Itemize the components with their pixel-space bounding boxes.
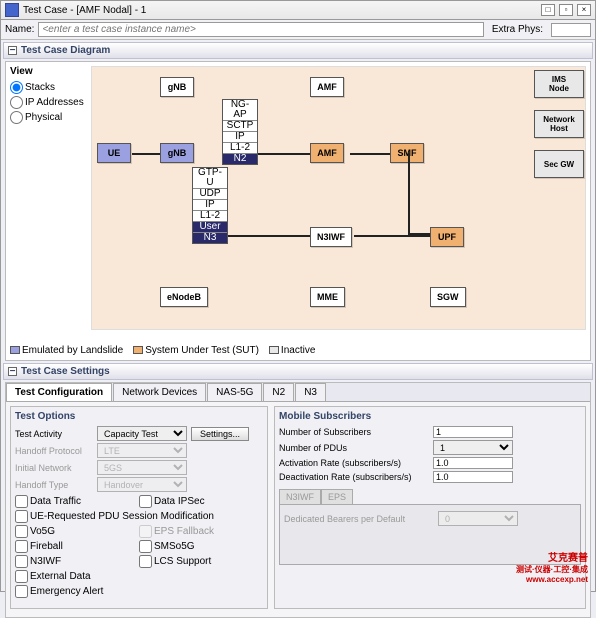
- diagram-title: Test Case Diagram: [21, 45, 110, 56]
- node-secgw[interactable]: Sec GW: [534, 150, 584, 178]
- settings-title: Test Case Settings: [21, 366, 110, 377]
- legend: Emulated by Landslide System Under Test …: [10, 345, 315, 356]
- extraphys-label: Extra Phys:: [488, 23, 547, 36]
- node-upf[interactable]: UPF: [430, 227, 464, 247]
- diagram-canvas: gNB AMF UE gNB AMF SMF NG-APSCTPIPL1-2N2…: [91, 66, 586, 330]
- right-rail: IMS Node Network Host Sec GW: [534, 70, 584, 178]
- dedbearers-select: 0: [438, 511, 518, 526]
- tab-network-devices[interactable]: Network Devices: [113, 383, 206, 401]
- checkbox-grid: Data Traffic Data IPSec UE-Requested PDU…: [15, 494, 263, 599]
- view-opt-physical[interactable]: Physical: [10, 111, 90, 124]
- view-opt-stacks[interactable]: Stacks: [10, 81, 90, 94]
- settings-body: Test Options Test Activity Capacity Test…: [6, 402, 590, 613]
- ck-fireball[interactable]: Fireball: [15, 540, 139, 553]
- init-net-select: 5GS: [97, 460, 187, 475]
- window-close-button[interactable]: ×: [577, 4, 591, 16]
- ck-datatraffic[interactable]: Data Traffic: [15, 495, 139, 508]
- node-ims[interactable]: IMS Node: [534, 70, 584, 98]
- dedbearers-label: Dedicated Bearers per Default: [284, 514, 434, 524]
- deactrate-input[interactable]: [433, 471, 513, 483]
- window-title: Test Case - [AMF Nodal] - 1: [23, 5, 146, 16]
- tab-nas5g[interactable]: NAS-5G: [207, 383, 262, 401]
- numsub-label: Number of Subscribers: [279, 427, 429, 437]
- app-icon: [5, 3, 19, 17]
- settings-button[interactable]: Settings...: [191, 427, 249, 441]
- node-mme[interactable]: MME: [310, 287, 345, 307]
- handoff-type-label: Handoff Type: [15, 480, 93, 490]
- ck-uereq[interactable]: UE-Requested PDU Session Modification: [15, 510, 263, 523]
- line: [408, 153, 410, 233]
- numsub-input[interactable]: [433, 426, 513, 438]
- tab-n3[interactable]: N3: [295, 383, 326, 401]
- actrate-input[interactable]: [433, 457, 513, 469]
- subtab-eps: EPS: [321, 489, 353, 504]
- ck-n3iwf[interactable]: N3IWF: [15, 555, 139, 568]
- node-amf-top[interactable]: AMF: [310, 77, 344, 97]
- mobile-subscribers-panel: Mobile Subscribers Number of Subscribers…: [274, 406, 586, 609]
- name-bar: Name: Extra Phys:: [1, 20, 595, 40]
- diagram-area: View Stacks IP Addresses Physical gNB AM…: [5, 61, 591, 361]
- node-ue[interactable]: UE: [97, 143, 131, 163]
- settings-header: − Test Case Settings: [3, 363, 593, 380]
- init-net-label: Initial Network: [15, 463, 93, 473]
- stack-n3: GTP-UUDPIPL1-2UserN3: [192, 167, 228, 244]
- actrate-label: Activation Rate (subscribers/s): [279, 458, 429, 468]
- ck-dataipsec[interactable]: Data IPSec: [139, 495, 263, 508]
- collapse-settings-icon[interactable]: −: [8, 367, 17, 376]
- tab-n2[interactable]: N2: [263, 383, 294, 401]
- ck-vo5g[interactable]: Vo5G: [15, 525, 139, 538]
- line: [350, 153, 390, 155]
- node-nethost[interactable]: Network Host: [534, 110, 584, 138]
- name-label: Name:: [5, 24, 34, 35]
- node-gnb[interactable]: gNB: [160, 143, 194, 163]
- node-smf[interactable]: SMF: [390, 143, 424, 163]
- line: [228, 235, 310, 237]
- mobile-hdr: Mobile Subscribers: [279, 411, 581, 422]
- ck-epsfallback: EPS Fallback: [139, 525, 263, 538]
- titlebar: Test Case - [AMF Nodal] - 1 □ ▫ ×: [1, 1, 595, 20]
- activity-select[interactable]: Capacity Test: [97, 426, 187, 441]
- stack-n2: NG-APSCTPIPL1-2N2: [222, 99, 258, 165]
- settings-area: Test Configuration Network Devices NAS-5…: [5, 382, 591, 618]
- window-max-button[interactable]: ▫: [559, 4, 573, 16]
- view-panel: View Stacks IP Addresses Physical: [10, 66, 90, 126]
- ck-lcs[interactable]: LCS Support: [139, 555, 263, 568]
- subtab-n3iwf: N3IWF: [279, 489, 321, 504]
- name-input[interactable]: [38, 22, 483, 37]
- window-min-button[interactable]: □: [541, 4, 555, 16]
- tab-test-config[interactable]: Test Configuration: [6, 383, 112, 401]
- view-title: View: [10, 66, 90, 77]
- line: [354, 235, 430, 237]
- line: [258, 153, 310, 155]
- deactrate-label: Deactivation Rate (subscribers/s): [279, 472, 429, 482]
- numpdu-label: Number of PDUs: [279, 443, 429, 453]
- ck-extdata[interactable]: External Data: [15, 570, 263, 583]
- ck-smso5g[interactable]: SMSo5G: [139, 540, 263, 553]
- mobile-subpanel: Dedicated Bearers per Default 0: [279, 505, 581, 565]
- mobile-subtabs: N3IWF EPS: [279, 489, 581, 505]
- line: [132, 153, 160, 155]
- node-amf[interactable]: AMF: [310, 143, 344, 163]
- diagram-header: − Test Case Diagram: [3, 42, 593, 59]
- view-opt-ipaddr[interactable]: IP Addresses: [10, 96, 90, 109]
- settings-tabs: Test Configuration Network Devices NAS-5…: [6, 383, 590, 402]
- test-options-hdr: Test Options: [15, 411, 263, 422]
- extraphys-box[interactable]: [551, 23, 591, 37]
- node-sgw[interactable]: SGW: [430, 287, 466, 307]
- collapse-diagram-icon[interactable]: −: [8, 46, 17, 55]
- handoff-type-select: Handover: [97, 477, 187, 492]
- node-n3iwf[interactable]: N3IWF: [310, 227, 352, 247]
- node-gnb-top[interactable]: gNB: [160, 77, 194, 97]
- handoff-proto-label: Handoff Protocol: [15, 446, 93, 456]
- numpdu-select[interactable]: 1: [433, 440, 513, 455]
- handoff-proto-select: LTE: [97, 443, 187, 458]
- activity-label: Test Activity: [15, 429, 93, 439]
- test-options-panel: Test Options Test Activity Capacity Test…: [10, 406, 268, 609]
- node-enodeb[interactable]: eNodeB: [160, 287, 208, 307]
